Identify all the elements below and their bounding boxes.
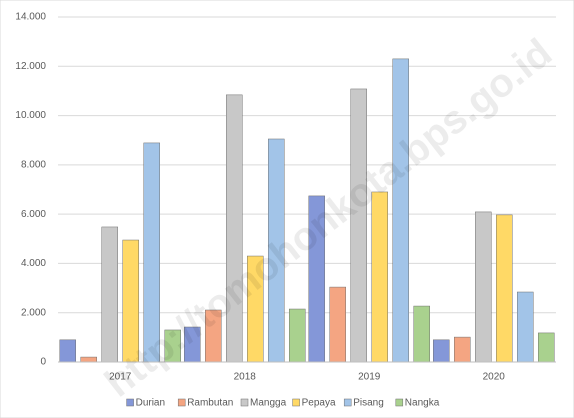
legend-label: Pepaya	[302, 398, 336, 409]
legend-swatch	[343, 398, 352, 407]
bar	[289, 308, 306, 363]
legend-label: Nangka	[405, 398, 440, 409]
y-tick-label: 10.000	[15, 110, 46, 121]
legend-swatch	[126, 398, 134, 407]
x-tick-label: 2018	[234, 372, 257, 383]
legend-label: Pisang	[353, 398, 384, 409]
bar	[475, 211, 492, 363]
bar	[59, 339, 76, 363]
y-tick-label: 14.000	[15, 12, 46, 23]
bar	[433, 339, 450, 363]
y-tick-label: 8.000	[21, 159, 46, 170]
x-tick-label: 2017	[109, 372, 132, 383]
bar	[454, 336, 471, 363]
x-tick-label: 2020	[483, 372, 506, 383]
legend-swatch	[177, 398, 186, 407]
legend-swatch	[395, 398, 404, 407]
bar	[392, 58, 409, 363]
bar	[517, 291, 534, 363]
y-tick-label: 6.000	[21, 209, 46, 220]
bar	[371, 191, 388, 363]
bar	[538, 332, 555, 363]
x-tick-label: 2019	[358, 372, 381, 383]
legend-swatch	[292, 398, 300, 407]
bar	[496, 214, 513, 363]
legend-label: Durian	[136, 398, 165, 409]
bar	[80, 356, 97, 363]
y-tick-label: 4.000	[21, 258, 46, 269]
legend-swatch	[240, 398, 249, 407]
legend-label: Mangga	[250, 398, 287, 409]
bar	[101, 226, 118, 363]
bar	[413, 305, 430, 363]
y-tick-label: 0	[40, 357, 46, 368]
y-tick-label: 2.000	[21, 307, 46, 318]
legend-label: Rambutan	[187, 398, 233, 409]
bar	[329, 286, 346, 363]
y-tick-label: 12.000	[15, 61, 46, 72]
